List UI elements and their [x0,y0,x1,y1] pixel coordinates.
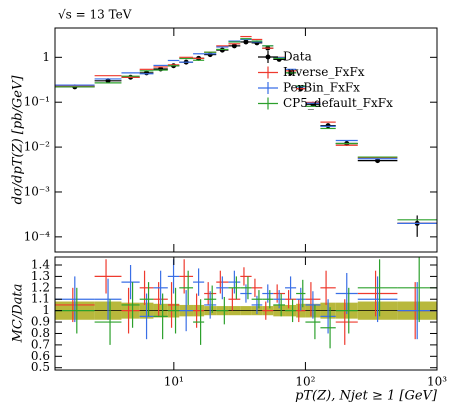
data-point [231,43,237,49]
y-tick-label: 0.9 [31,315,50,329]
y-tick-label: 1.2 [31,280,50,294]
y-tick-label: 0.5 [31,360,50,374]
y-tick-label: 1 [42,303,50,317]
y-tick-label: 1.1 [31,292,50,306]
legend-label: CP5_default_FxFx [283,96,393,110]
legend-label: Inverse_FxFx [283,65,365,79]
data-point [243,39,249,45]
y-tick-label: 1.3 [31,269,50,283]
y-tick-label: 10⁻¹ [24,95,50,109]
legend-swatch [265,54,271,60]
y-tick-label: 0.7 [31,337,50,351]
y-tick-label: 10⁻³ [24,184,51,198]
frame [54,256,438,371]
x-tick-label: 10¹ [164,375,184,389]
plot-area [55,257,437,349]
y-tick-label: 10⁻⁴ [24,229,51,243]
y-tick-label: 1 [42,50,50,64]
x-axis-label: pT(Z), Njet ≥ 1 [GeV] [295,389,438,404]
y-tick-label: 1.4 [31,257,50,271]
annotation: √s = 13 TeV [58,8,132,22]
y-axis-label: dσ/dpT(Z) [pb/GeV] [11,75,26,205]
y-tick-label: 0.6 [31,349,50,363]
x-tick-label: 10² [295,375,315,389]
x-tick-label: 10³ [427,375,447,389]
legend-label: PerBin_FxFx [283,81,360,95]
data-point [219,47,225,53]
data-point [105,78,111,84]
data-point [207,52,213,58]
data-point [375,158,381,164]
data-point [325,123,331,129]
plot-area [55,35,437,237]
ratio-y-axis-label: MC/Data [11,284,26,344]
y-tick-label: 10⁻² [24,140,51,154]
y-tick-label: 0.8 [31,326,50,340]
frame [54,27,438,253]
legend-label: Data [283,50,312,64]
